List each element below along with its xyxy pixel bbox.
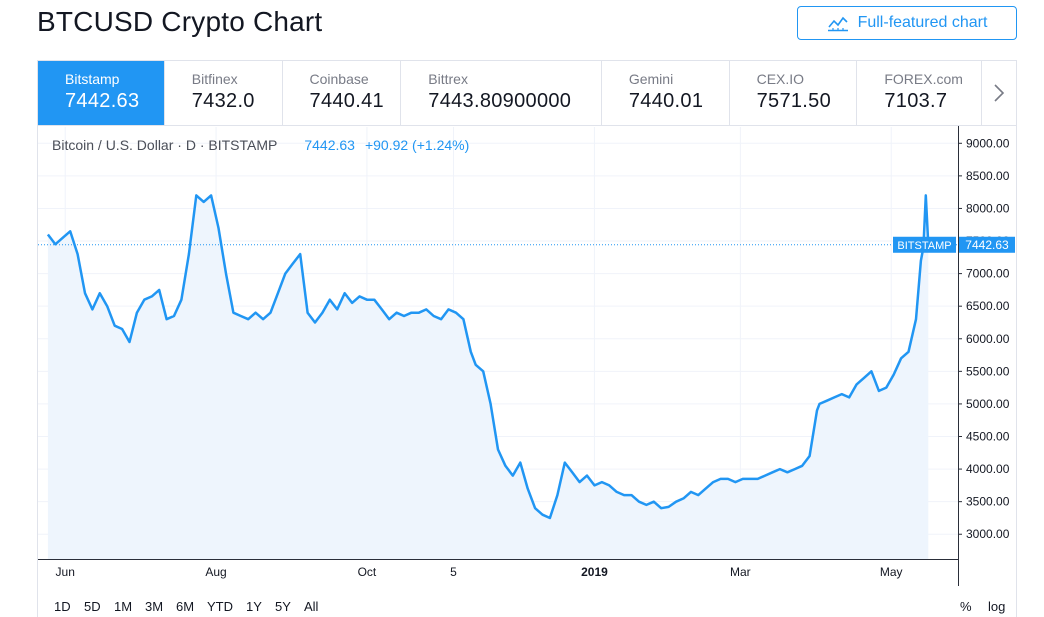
x-tick-label: Oct (358, 565, 377, 579)
y-tick-label: 4000.00 (966, 462, 1010, 476)
y-tick-label: 8500.00 (966, 169, 1010, 183)
full-featured-chart-button[interactable]: Full-featured chart (797, 6, 1017, 40)
tab-gemini[interactable]: Gemini 7440.01 (602, 61, 730, 125)
x-tick-label: Mar (730, 565, 751, 579)
price-line (46, 194, 930, 520)
tab-cexio[interactable]: CEX.IO 7571.50 (730, 61, 858, 125)
x-tick-label: Jun (56, 565, 75, 579)
y-tick-label: 4500.00 (966, 430, 1010, 444)
percent-scale-button[interactable]: % (960, 599, 972, 614)
tab-price: 7442.63 (65, 90, 140, 112)
tab-price: 7103.7 (884, 90, 948, 112)
legend-symbol: Bitcoin / U.S. Dollar · D · BITSTAMP (52, 137, 278, 153)
range-1y-button[interactable]: 1Y (246, 599, 262, 614)
tab-name: Bitstamp (65, 71, 120, 87)
tab-coinbase[interactable]: Coinbase 7440.41 (283, 61, 402, 125)
chart-widget: Bitstamp 7442.63 Bitfinex 7432.0 Coinbas… (37, 60, 1017, 617)
tab-bitfinex[interactable]: Bitfinex 7432.0 (165, 61, 283, 125)
range-1d-button[interactable]: 1D (54, 599, 71, 614)
tab-bitstamp[interactable]: Bitstamp 7442.63 (38, 61, 165, 125)
full-featured-chart-label: Full-featured chart (857, 14, 988, 31)
x-tick-label: 2019 (581, 565, 608, 579)
x-tick-label: May (880, 565, 903, 579)
range-5y-button[interactable]: 5Y (275, 599, 291, 614)
last-price-value-label: 7442.63 (965, 238, 1009, 252)
tab-price: 7440.01 (628, 90, 704, 112)
y-tick-label: 3000.00 (966, 527, 1010, 541)
page-title: BTCUSD Crypto Chart (37, 6, 323, 37)
tab-bittrex[interactable]: Bittrex 7443.80900000 (401, 61, 602, 125)
tab-price: 7443.80900000 (428, 90, 572, 112)
y-tick-label: 5000.00 (966, 397, 1010, 411)
exchange-tabs: Bitstamp 7442.63 Bitfinex 7432.0 Coinbas… (38, 61, 1016, 126)
y-tick-label: 9000.00 (966, 136, 1010, 150)
legend-change: +90.92 (+1.24%) (364, 137, 470, 153)
legend-price: 7442.63 (304, 137, 355, 153)
tabs-next-button[interactable] (982, 61, 1016, 125)
x-tick-label: 5 (450, 565, 457, 579)
price-area (47, 195, 929, 559)
price-chart[interactable]: 3000.00 3500.00 4000.00 4500.00 5000.00 5500.… (38, 61, 1016, 599)
range-6m-button[interactable]: 6M (176, 599, 195, 614)
tab-name: Bittrex (428, 71, 468, 87)
tab-forex[interactable]: FOREX.com 7103.7 (857, 61, 983, 125)
range-all-button[interactable]: All (304, 599, 319, 614)
chart-line-icon (827, 16, 848, 32)
last-price-series-tag (893, 236, 956, 253)
range-ytd-button[interactable]: YTD (207, 599, 233, 614)
last-price-series-label: BITSTAMP (897, 240, 951, 252)
y-tick-label: 5500.00 (966, 364, 1010, 378)
tab-name: CEX.IO (756, 71, 805, 87)
range-toolbar: 1D 5D 1M 3M 6M YTD 1Y 5Y All % log (38, 599, 1016, 617)
tab-name: Coinbase (309, 71, 369, 87)
tab-name: Gemini (628, 71, 674, 87)
last-price-value-tag (959, 236, 1015, 253)
range-5d-button[interactable]: 5D (84, 599, 101, 614)
y-tick-label: 3500.00 (966, 495, 1010, 509)
range-3m-button[interactable]: 3M (145, 599, 164, 614)
tab-price: 7571.50 (756, 90, 831, 112)
range-1m-button[interactable]: 1M (114, 599, 133, 614)
y-tick-label: 7000.00 (966, 267, 1010, 281)
y-tick-label: 8000.00 (966, 201, 1010, 215)
tab-name: FOREX.com (884, 71, 963, 87)
chevron-right-icon (994, 84, 1005, 102)
y-tick-label: 6000.00 (966, 332, 1010, 346)
chart-legend: Bitcoin / U.S. Dollar · D · BITSTAMP 744… (52, 137, 469, 153)
tab-price: 7440.41 (309, 90, 384, 112)
y-tick-label: 6500.00 (966, 299, 1010, 313)
log-scale-button[interactable]: log (988, 599, 1006, 614)
x-tick-label: Aug (205, 565, 226, 579)
tab-price: 7432.0 (191, 90, 255, 112)
tab-name: Bitfinex (191, 71, 238, 87)
